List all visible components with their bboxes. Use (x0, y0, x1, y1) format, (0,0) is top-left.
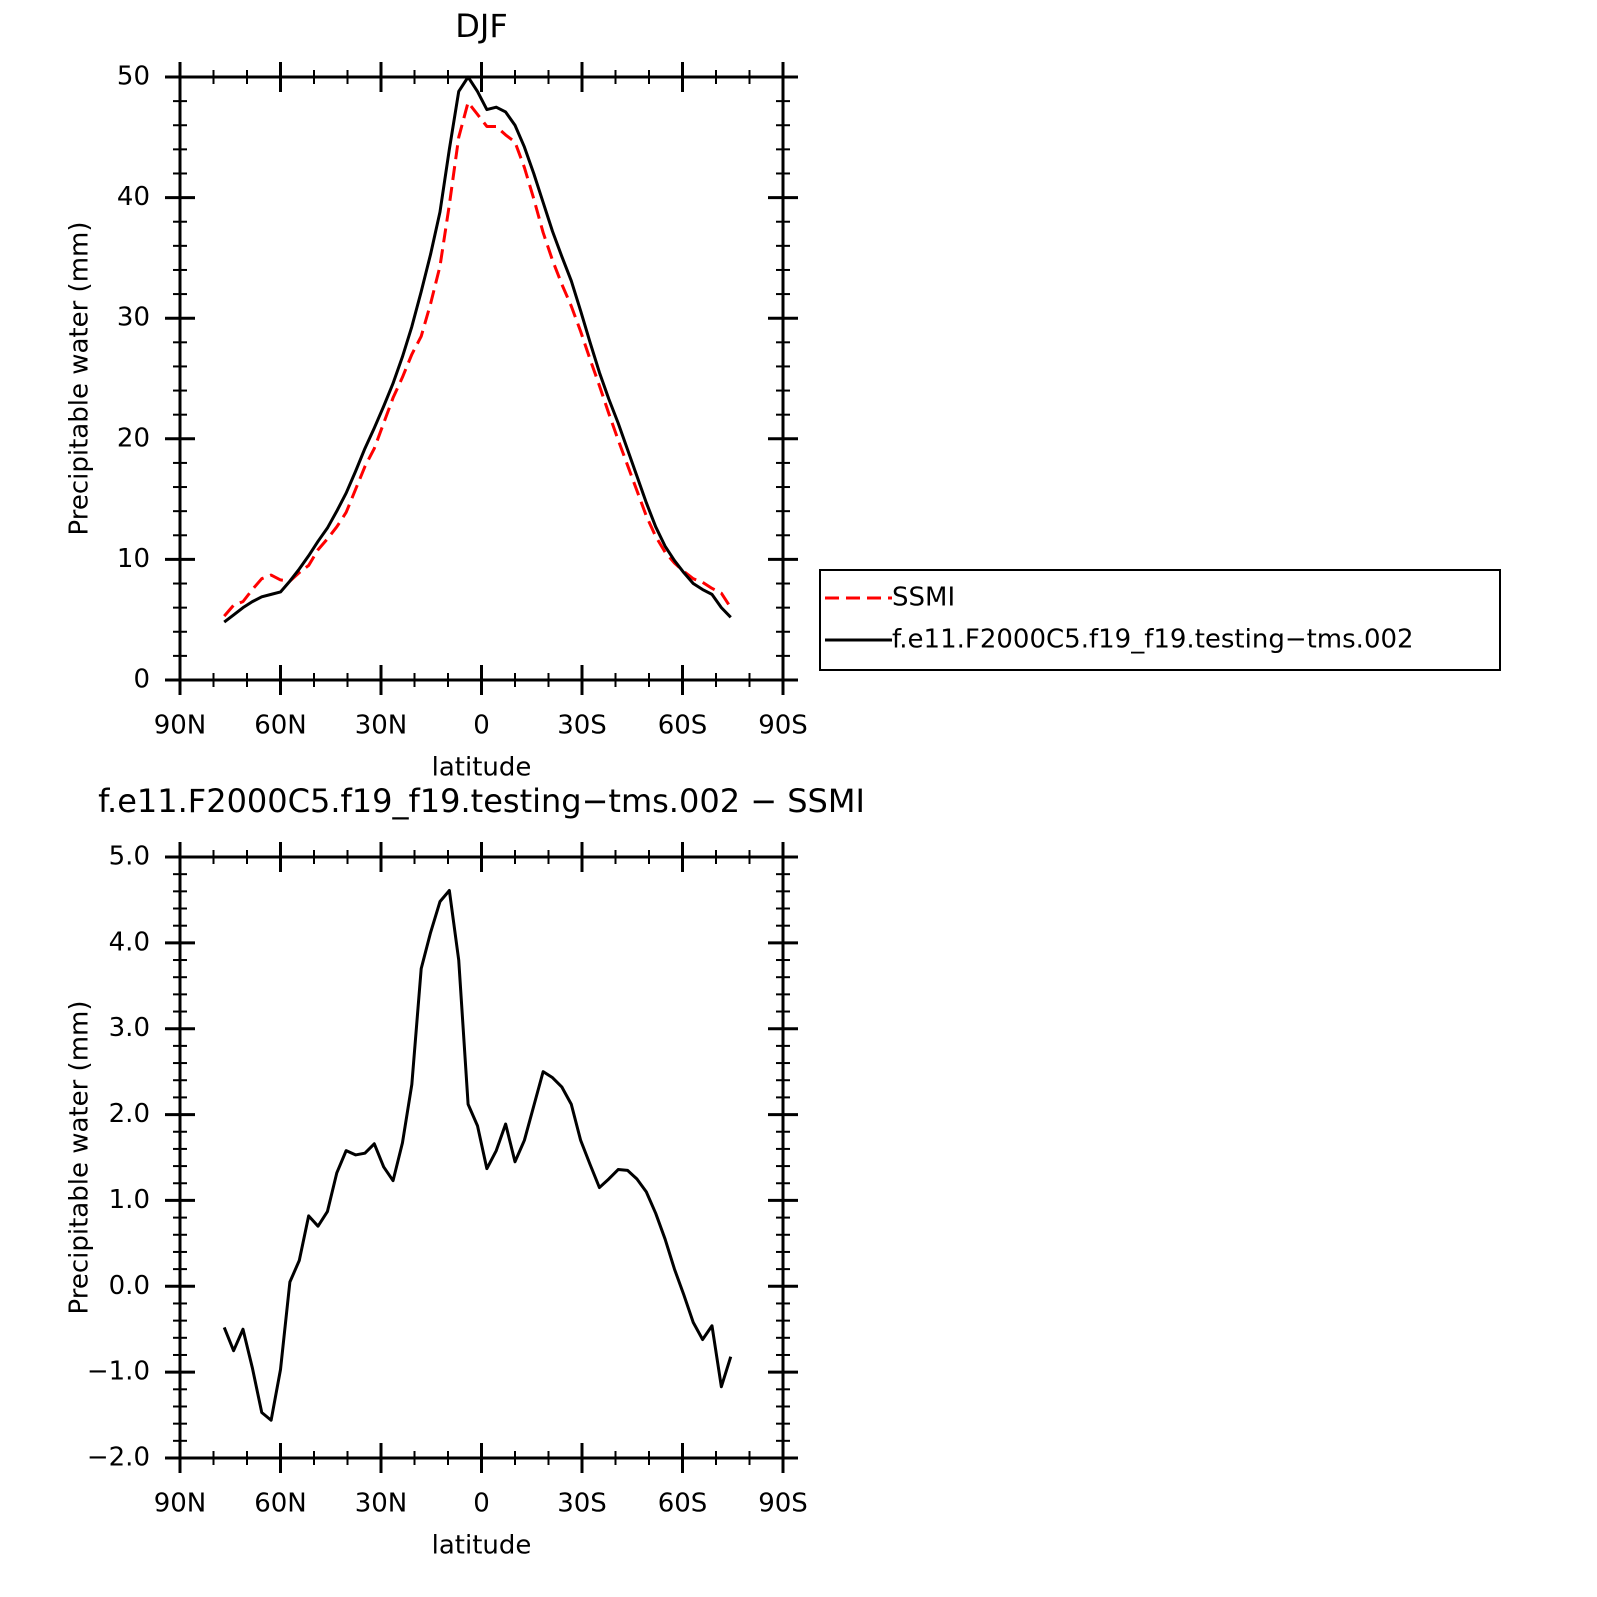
y-tick-label: 40 (117, 182, 150, 212)
y-axis-label: Precipitable water (mm) (65, 1001, 95, 1315)
legend-label: f.e11.F2000C5.f19_f19.testing−tms.002 (892, 625, 1414, 655)
y-tick-label: 4.0 (109, 927, 150, 957)
x-tick-label: 30S (557, 711, 607, 741)
y-tick-label: 3.0 (109, 1013, 150, 1043)
x-tick-label: 0 (473, 1489, 490, 1519)
chart-title: DJF (455, 7, 507, 45)
x-tick-label: 90S (758, 1489, 808, 1519)
y-tick-label: 0.0 (109, 1271, 150, 1301)
y-tick-label: 10 (117, 544, 150, 574)
x-tick-label: 0 (473, 711, 490, 741)
x-tick-label: 60N (254, 711, 307, 741)
x-tick-label: 30N (355, 1489, 408, 1519)
chart-title: f.e11.F2000C5.f19_f19.testing−tms.002 − … (98, 782, 865, 820)
y-tick-label: 50 (117, 62, 150, 92)
x-tick-label: 60S (658, 711, 708, 741)
x-tick-label: 60N (254, 1489, 307, 1519)
plot-frame (178, 855, 785, 1460)
x-tick-label: 30S (557, 1489, 607, 1519)
y-tick-label: 30 (117, 303, 150, 333)
data-line (222, 888, 733, 1422)
y-tick-label: 1.0 (109, 1185, 150, 1215)
x-tick-label: 90N (154, 1489, 207, 1519)
x-axis-label: latitude (432, 753, 532, 783)
y-tick-label: −2.0 (87, 1443, 150, 1473)
x-tick-label: 90N (154, 711, 207, 741)
x-axis-label: latitude (432, 1531, 532, 1561)
y-tick-label: 20 (117, 423, 150, 453)
y-axis-label: Precipitable water (mm) (65, 222, 95, 536)
y-tick-label: 5.0 (109, 842, 150, 872)
x-tick-label: 90S (758, 711, 808, 741)
data-line (223, 100, 732, 618)
x-tick-label: 30N (355, 711, 408, 741)
y-tick-label: 0 (133, 665, 150, 695)
y-tick-label: 2.0 (109, 1099, 150, 1129)
x-tick-label: 60S (658, 1489, 708, 1519)
legend-box (819, 569, 1501, 671)
data-line (223, 75, 732, 624)
y-tick-label: −1.0 (87, 1357, 150, 1387)
plot-frame (178, 75, 785, 682)
legend-label: SSMI (892, 583, 955, 613)
